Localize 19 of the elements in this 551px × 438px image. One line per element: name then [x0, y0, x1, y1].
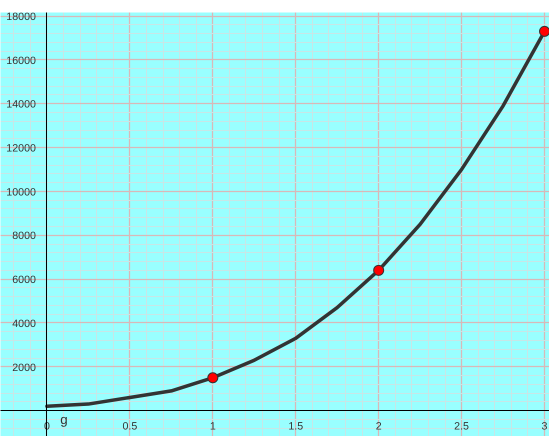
- point: [207, 372, 218, 384]
- x-tick-label: 1.5: [288, 420, 304, 433]
- y-tick-label: 6000: [12, 274, 36, 286]
- x-tick-label: 0.5: [122, 420, 138, 433]
- y-tick-label: 18000: [6, 11, 36, 24]
- x-tick-label: 1: [210, 420, 216, 433]
- x-tick-label: 2.5: [454, 420, 470, 433]
- y-tick-label: 12000: [6, 142, 36, 155]
- x-tick-label: 2: [376, 420, 382, 433]
- y-tick-label: 8000: [12, 230, 36, 242]
- point: [539, 26, 549, 37]
- y-tick-label: 16000: [6, 54, 36, 67]
- y-tick-label: 10000: [6, 186, 36, 198]
- annotation: g: [60, 412, 68, 428]
- y-tick-label: 2000: [12, 362, 36, 374]
- x-tick-label: 3: [542, 420, 548, 433]
- y-tick-label: 4000: [12, 318, 36, 330]
- point: [373, 264, 384, 276]
- y-tick-label: 14000: [6, 98, 36, 111]
